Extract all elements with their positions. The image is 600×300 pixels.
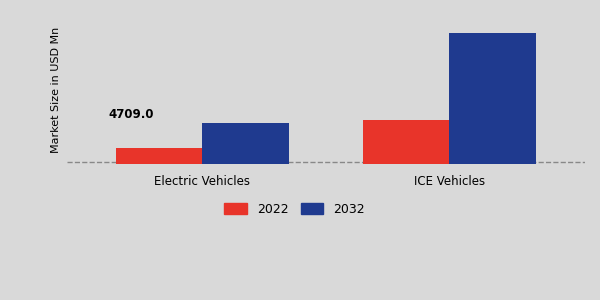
Bar: [363, 120, 449, 164]
Bar: [449, 33, 536, 164]
Bar: [202, 123, 289, 164]
Y-axis label: Market Size in USD Mn: Market Size in USD Mn: [51, 26, 61, 153]
Bar: [116, 148, 202, 164]
Text: 4709.0: 4709.0: [109, 108, 154, 121]
Legend: 2022, 2032: 2022, 2032: [219, 198, 370, 221]
